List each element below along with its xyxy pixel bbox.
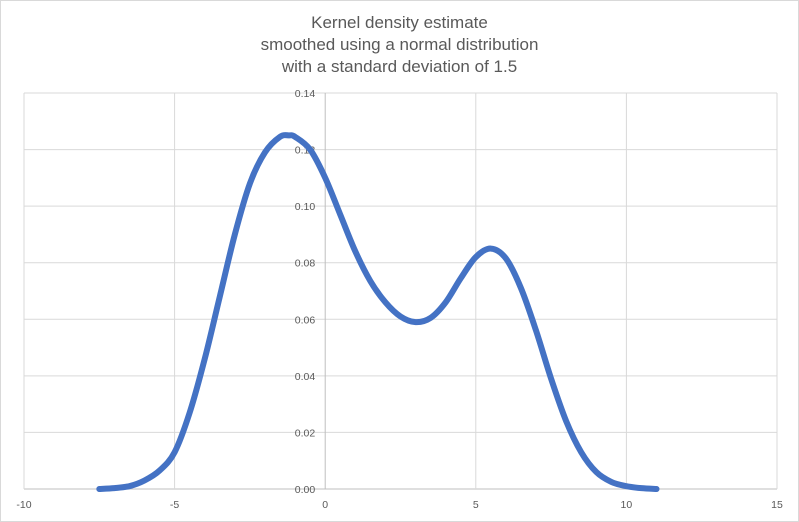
chart-title: Kernel density estimate smoothed using a… — [0, 12, 799, 78]
y-tick-label: 0.08 — [295, 258, 316, 270]
gridlines — [23, 92, 778, 490]
x-tick-labels: -10 -5 0 5 10 15 — [16, 499, 783, 511]
chart-title-line-2: smoothed using a normal distribution — [260, 35, 539, 54]
y-tick-labels: 0.000.020.040.060.080.100.120.14 — [295, 88, 316, 496]
y-tick-label: 0.02 — [295, 427, 316, 439]
chart-title-line-1: Kernel density estimate — [311, 13, 488, 32]
x-tick-label: 10 — [621, 499, 633, 511]
x-tick-label: 0 — [322, 499, 328, 511]
x-tick-label: -5 — [170, 499, 179, 511]
y-tick-label: 0.14 — [295, 88, 316, 100]
x-tick-label: 15 — [771, 499, 783, 511]
kde-series-line — [96, 132, 660, 492]
x-tick-label: 5 — [473, 499, 479, 511]
y-tick-label: 0.06 — [295, 314, 316, 326]
y-tick-label: 0.00 — [295, 484, 316, 496]
chart-title-line-3: with a standard deviation of 1.5 — [281, 57, 518, 76]
y-tick-label: 0.10 — [295, 201, 316, 213]
x-tick-label: -10 — [16, 499, 31, 511]
y-tick-label: 0.04 — [295, 371, 316, 383]
